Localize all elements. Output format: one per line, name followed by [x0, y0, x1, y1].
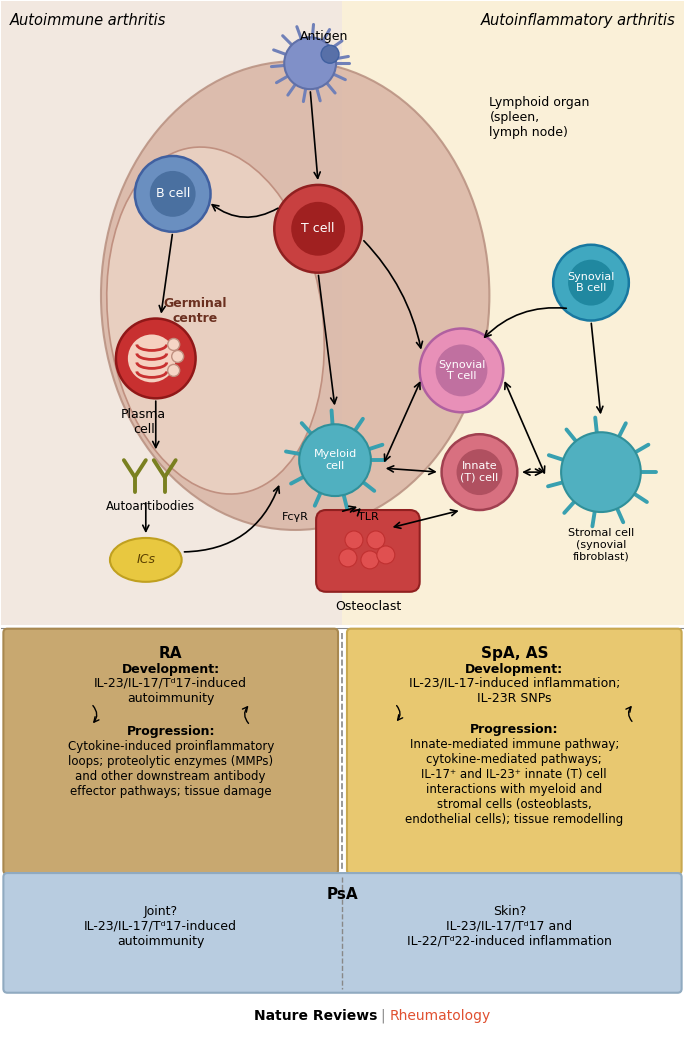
Circle shape — [553, 244, 629, 320]
FancyArrowPatch shape — [159, 235, 173, 312]
FancyArrowPatch shape — [319, 276, 337, 404]
Text: ICs: ICs — [136, 553, 155, 567]
Circle shape — [456, 449, 502, 495]
FancyArrowPatch shape — [212, 205, 278, 217]
FancyArrowPatch shape — [395, 510, 457, 528]
Text: Development:: Development: — [465, 662, 563, 676]
Text: Synovial
B cell: Synovial B cell — [567, 271, 614, 293]
Circle shape — [345, 531, 363, 549]
Text: B cell: B cell — [155, 187, 190, 201]
FancyArrowPatch shape — [353, 510, 360, 516]
Circle shape — [561, 433, 640, 512]
Text: IL-23/IL-17-induced inflammation;
IL-23R SNPs: IL-23/IL-17-induced inflammation; IL-23R… — [409, 677, 620, 704]
Text: T cell: T cell — [301, 223, 335, 235]
Text: Innate
(T) cell: Innate (T) cell — [460, 462, 499, 483]
FancyArrowPatch shape — [388, 466, 435, 474]
Text: FcγR: FcγR — [282, 512, 309, 522]
FancyBboxPatch shape — [347, 629, 682, 874]
Text: Autoimmune arthritis: Autoimmune arthritis — [10, 14, 166, 28]
Text: Osteoclast: Osteoclast — [335, 600, 401, 613]
Circle shape — [367, 531, 385, 549]
FancyArrowPatch shape — [242, 707, 249, 724]
FancyArrowPatch shape — [153, 401, 159, 447]
Circle shape — [436, 344, 488, 396]
FancyArrowPatch shape — [626, 707, 632, 722]
Circle shape — [150, 171, 196, 216]
FancyArrowPatch shape — [591, 323, 603, 413]
Text: SpA, AS: SpA, AS — [481, 646, 548, 660]
FancyBboxPatch shape — [1, 1, 342, 625]
Ellipse shape — [101, 61, 489, 530]
FancyArrowPatch shape — [364, 240, 423, 348]
FancyArrowPatch shape — [384, 383, 420, 461]
Text: Innate-mediated immune pathway;
cytokine-mediated pathways;
IL-17⁺ and IL-23⁺ in: Innate-mediated immune pathway; cytokine… — [405, 738, 623, 827]
Circle shape — [168, 364, 179, 376]
Text: Development:: Development: — [122, 662, 220, 676]
Circle shape — [568, 260, 614, 306]
Text: Germinal
centre: Germinal centre — [164, 296, 227, 324]
Text: TLR: TLR — [358, 512, 378, 522]
FancyArrowPatch shape — [397, 705, 403, 720]
Text: RA: RA — [159, 646, 182, 660]
Circle shape — [135, 156, 210, 232]
Text: IL-23/IL-17/Tᵈ17-induced
autoimmunity: IL-23/IL-17/Tᵈ17-induced autoimmunity — [95, 677, 247, 704]
FancyArrowPatch shape — [184, 487, 279, 552]
Text: Myeloid
cell: Myeloid cell — [314, 449, 357, 471]
Circle shape — [299, 424, 371, 496]
Text: Synovial
T cell: Synovial T cell — [438, 360, 485, 382]
FancyBboxPatch shape — [3, 873, 682, 993]
FancyArrowPatch shape — [142, 502, 149, 531]
Text: |: | — [380, 1009, 384, 1023]
FancyBboxPatch shape — [342, 1, 684, 625]
Circle shape — [172, 350, 184, 362]
Circle shape — [116, 318, 196, 398]
Circle shape — [128, 335, 175, 383]
Text: Progression:: Progression: — [127, 726, 215, 738]
FancyBboxPatch shape — [316, 510, 420, 592]
Circle shape — [377, 546, 395, 564]
FancyArrowPatch shape — [505, 383, 545, 473]
FancyBboxPatch shape — [3, 629, 338, 874]
Ellipse shape — [107, 147, 324, 494]
Text: Progression:: Progression: — [470, 724, 558, 736]
FancyArrowPatch shape — [485, 308, 566, 337]
Circle shape — [284, 37, 336, 89]
FancyArrowPatch shape — [524, 469, 542, 475]
Circle shape — [274, 185, 362, 272]
Text: Joint?
IL-23/IL-17/Tᵈ17-induced
autoimmunity: Joint? IL-23/IL-17/Tᵈ17-induced autoimmu… — [84, 905, 237, 948]
Text: Stromal cell
(synovial
fibroblast): Stromal cell (synovial fibroblast) — [568, 528, 634, 562]
Text: Antigen: Antigen — [300, 30, 348, 44]
Text: Rheumatology: Rheumatology — [390, 1009, 491, 1022]
Circle shape — [420, 329, 503, 412]
Text: Lymphoid organ
(spleen,
lymph node): Lymphoid organ (spleen, lymph node) — [489, 96, 590, 139]
Text: Skin?
IL-23/IL-17/Tᵈ17 and
IL-22/Tᵈ22-induced inflammation: Skin? IL-23/IL-17/Tᵈ17 and IL-22/Tᵈ22-in… — [407, 905, 612, 948]
Circle shape — [361, 551, 379, 569]
FancyArrowPatch shape — [310, 92, 320, 178]
Text: Autoinflammatory arthritis: Autoinflammatory arthritis — [481, 14, 675, 28]
Circle shape — [168, 338, 179, 350]
Text: PsA: PsA — [326, 887, 358, 902]
FancyArrowPatch shape — [93, 705, 99, 722]
Text: Nature Reviews: Nature Reviews — [255, 1009, 378, 1022]
Text: Plasma
cell: Plasma cell — [121, 409, 166, 437]
Circle shape — [291, 202, 345, 256]
Circle shape — [442, 435, 517, 510]
FancyArrowPatch shape — [342, 506, 356, 512]
Text: Autoantibodies: Autoantibodies — [106, 500, 195, 513]
Circle shape — [339, 549, 357, 567]
Ellipse shape — [110, 538, 182, 581]
Circle shape — [321, 46, 339, 63]
Text: Cytokine-induced proinflammatory
loops; proteolytic enzymes (MMPs)
and other dow: Cytokine-induced proinflammatory loops; … — [68, 740, 274, 799]
